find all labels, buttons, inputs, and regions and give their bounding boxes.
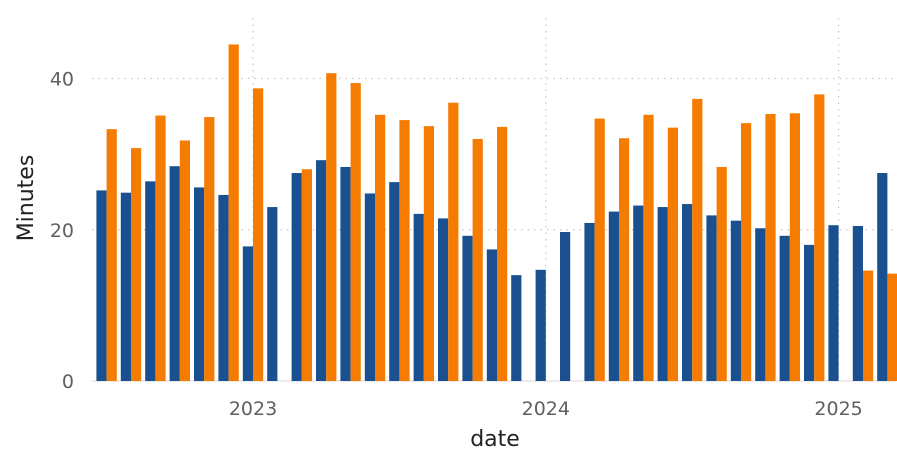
bar-series-2 — [716, 166, 727, 381]
bar-series-2 — [497, 126, 508, 382]
bar-series-2 — [472, 139, 483, 381]
bars — [96, 44, 897, 382]
y-tick-label: 20 — [50, 220, 74, 242]
bar-series-1 — [730, 220, 741, 381]
bar-series-1 — [608, 211, 619, 381]
bar-series-1 — [364, 193, 375, 381]
bar-series-1 — [145, 181, 156, 381]
bar-series-1 — [852, 225, 863, 381]
bar-series-1 — [218, 194, 229, 381]
y-axis-title: Minutes — [14, 155, 39, 242]
bar-series-1 — [535, 269, 546, 381]
bar-series-1 — [584, 222, 595, 381]
bar-series-1 — [828, 225, 839, 381]
bar-series-2 — [350, 83, 361, 381]
bar-series-1 — [413, 213, 424, 381]
bar-series-1 — [462, 235, 473, 381]
bar-series-2 — [106, 129, 117, 381]
y-tick-label: 0 — [62, 371, 74, 393]
x-tick-label: 2025 — [814, 398, 862, 420]
bar-series-2 — [131, 148, 142, 381]
bar-series-1 — [804, 244, 815, 381]
bar-series-2 — [155, 115, 166, 382]
bar-series-2 — [667, 127, 678, 381]
bar-series-1 — [389, 182, 400, 381]
bar-series-1 — [682, 204, 693, 381]
bar-series-1 — [633, 205, 644, 381]
bar-series-2 — [692, 98, 703, 381]
bar-series-2 — [863, 270, 874, 381]
bar-series-1 — [560, 232, 571, 381]
bar-series-2 — [301, 169, 312, 381]
bar-series-1 — [291, 173, 302, 381]
bar-series-2 — [228, 44, 239, 381]
x-tick-label: 2023 — [229, 398, 277, 420]
bar-series-2 — [887, 273, 897, 381]
bar-series-2 — [789, 113, 800, 381]
bar-series-1 — [657, 207, 668, 381]
bar-series-1 — [96, 190, 107, 381]
bar-series-1 — [779, 235, 790, 381]
bar-series-1 — [194, 187, 205, 381]
bar-series-1 — [267, 207, 278, 381]
bar-series-2 — [814, 94, 825, 381]
bar-series-2 — [619, 138, 630, 381]
bar-series-1 — [340, 166, 351, 381]
bar-series-1 — [755, 228, 766, 381]
x-tick-labels: 2023 2024 2025 — [229, 398, 863, 420]
y-tick-label: 40 — [50, 69, 74, 91]
bar-series-2 — [204, 117, 215, 381]
bar-series-2 — [326, 73, 337, 382]
bar-series-2 — [253, 88, 264, 382]
bar-series-2 — [765, 114, 776, 381]
bar-series-2 — [423, 126, 434, 381]
bar-series-2 — [179, 140, 190, 381]
bar-series-1 — [438, 218, 449, 381]
bar-series-2 — [448, 102, 459, 381]
bar-series-1 — [877, 173, 888, 381]
bar-series-2 — [741, 123, 752, 382]
bar-series-1 — [316, 160, 327, 381]
bar-series-1 — [242, 246, 253, 381]
x-tick-label: 2024 — [522, 398, 570, 420]
y-tick-labels: 0 20 40 — [50, 69, 74, 394]
bar-series-2 — [399, 120, 410, 381]
bar-series-2 — [643, 114, 654, 382]
bar-series-1 — [120, 192, 131, 381]
x-axis-title: date — [470, 427, 520, 452]
bar-series-2 — [375, 114, 386, 382]
bar-series-1 — [486, 249, 497, 381]
bar-series-1 — [169, 166, 180, 381]
bar-series-1 — [706, 215, 717, 381]
bar-series-1 — [511, 275, 522, 381]
bar-series-2 — [594, 118, 605, 382]
